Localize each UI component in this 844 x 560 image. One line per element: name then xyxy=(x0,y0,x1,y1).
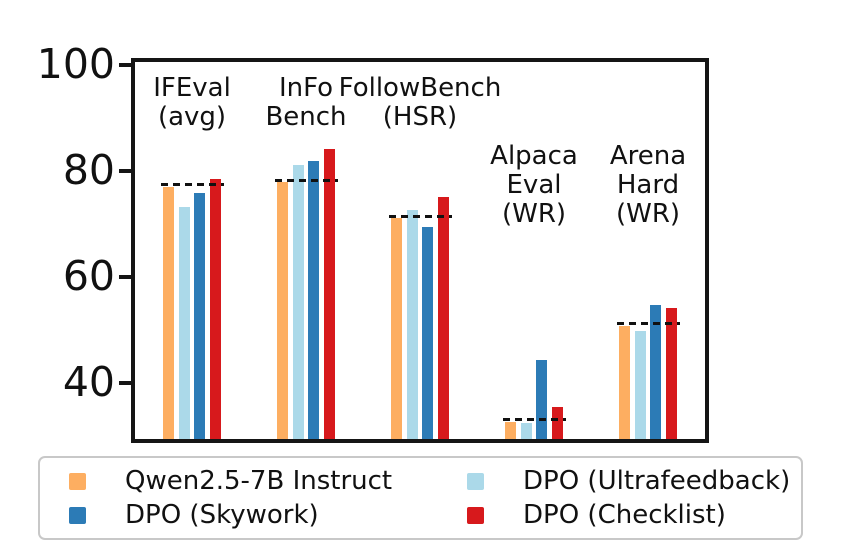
y-tick-mark-40 xyxy=(119,380,131,385)
legend-label-dpo-skywork: DPO (Skywork) xyxy=(125,500,319,530)
legend-label-qwen2-5-7b-instruct: Qwen2.5-7B Instruct xyxy=(125,466,393,496)
plot-area xyxy=(131,58,709,443)
legend-label-dpo-checklist: DPO (Checklist) xyxy=(523,500,726,530)
y-tick-label-80: 80 xyxy=(62,146,115,195)
bar-dpo-checklist-info-bench xyxy=(323,148,335,439)
bar-qwen2-5-7b-instruct-arena-hard-wr xyxy=(619,326,631,439)
baseline-dash-arena-hard-wr xyxy=(616,322,680,326)
bar-dpo-ultrafeedback-ifeval-avg xyxy=(178,207,190,439)
group-label-line: Hard xyxy=(616,170,680,200)
bar-dpo-skywork-info-bench xyxy=(308,160,320,439)
bar-dpo-checklist-ifeval-avg xyxy=(209,179,221,439)
bar-dpo-checklist-arena-hard-wr xyxy=(665,307,677,439)
baseline-dash-followbench-hsr xyxy=(388,214,452,218)
y-tick-mark-80 xyxy=(119,168,131,173)
bar-dpo-checklist-followbench-hsr xyxy=(437,196,449,439)
bar-dpo-skywork-ifeval-avg xyxy=(194,193,206,439)
group-label-followbench-hsr: FollowBench (HSR) xyxy=(325,74,515,132)
bar-dpo-ultrafeedback-followbench-hsr xyxy=(406,209,418,439)
baseline-dash-alpaca-eval-wr xyxy=(502,417,566,421)
legend: Qwen2.5-7B Instruct DPO (Ultrafeedback) DP… xyxy=(38,456,803,540)
y-tick-label-60: 60 xyxy=(62,252,115,301)
group-label-line: (HSR) xyxy=(382,102,458,132)
bar-qwen2-5-7b-instruct-ifeval-avg xyxy=(163,186,175,439)
baseline-dash-ifeval-avg xyxy=(160,182,224,186)
bar-dpo-checklist-alpaca-eval-wr xyxy=(551,406,563,439)
group-label-line: (avg) xyxy=(157,102,227,132)
bar-dpo-ultrafeedback-alpaca-eval-wr xyxy=(520,423,532,439)
legend-item-dpo-ultrafeedback: DPO (Ultrafeedback) xyxy=(467,464,801,498)
y-tick-label-40: 40 xyxy=(62,358,115,407)
group-label-info-bench: InFo Bench xyxy=(211,74,401,132)
group-label-line: Bench xyxy=(265,102,347,132)
bar-dpo-skywork-arena-hard-wr xyxy=(650,304,662,439)
bar-qwen2-5-7b-instruct-followbench-hsr xyxy=(391,218,403,439)
bar-qwen2-5-7b-instruct-info-bench xyxy=(277,181,289,439)
y-tick-label-100: 100 xyxy=(36,40,115,89)
legend-item-dpo-skywork: DPO (Skywork) xyxy=(69,498,467,532)
legend-swatch-dpo-skywork xyxy=(69,506,86,524)
group-label-line: (WR) xyxy=(501,199,567,229)
bar-dpo-skywork-followbench-hsr xyxy=(422,227,434,439)
bar-dpo-skywork-alpaca-eval-wr xyxy=(536,359,548,439)
group-label-line: FollowBench xyxy=(338,73,502,103)
group-label-alpaca-eval-wr: Alpaca Eval (WR) xyxy=(439,142,629,229)
legend-swatch-qwen2-5-7b-instruct xyxy=(69,472,86,490)
group-label-line: IFEval xyxy=(153,73,231,103)
baseline-dash-info-bench xyxy=(274,178,338,182)
group-label-line: Eval xyxy=(506,170,562,200)
group-label-line: InFo xyxy=(278,73,334,103)
bar-dpo-ultrafeedback-arena-hard-wr xyxy=(634,330,646,439)
y-tick-mark-60 xyxy=(119,274,131,279)
legend-item-qwen2-5-7b-instruct: Qwen2.5-7B Instruct xyxy=(69,464,467,498)
group-label-arena-hard-wr: Arena Hard (WR) xyxy=(553,142,743,229)
group-label-line: (WR) xyxy=(615,199,681,229)
group-label-ifeval-avg: IFEval (avg) xyxy=(97,74,287,132)
legend-item-dpo-checklist: DPO (Checklist) xyxy=(467,498,801,532)
bar-qwen2-5-7b-instruct-alpaca-eval-wr xyxy=(505,421,517,439)
group-label-line: Alpaca xyxy=(490,141,578,171)
legend-swatch-dpo-checklist xyxy=(467,506,484,524)
legend-grid: Qwen2.5-7B Instruct DPO (Ultrafeedback) DP… xyxy=(40,458,801,538)
group-label-line: Arena xyxy=(609,141,687,171)
legend-label-dpo-ultrafeedback: DPO (Ultrafeedback) xyxy=(523,466,791,496)
legend-swatch-dpo-ultrafeedback xyxy=(467,472,484,490)
bar-dpo-ultrafeedback-info-bench xyxy=(292,165,304,439)
y-tick-mark-100 xyxy=(119,62,131,67)
